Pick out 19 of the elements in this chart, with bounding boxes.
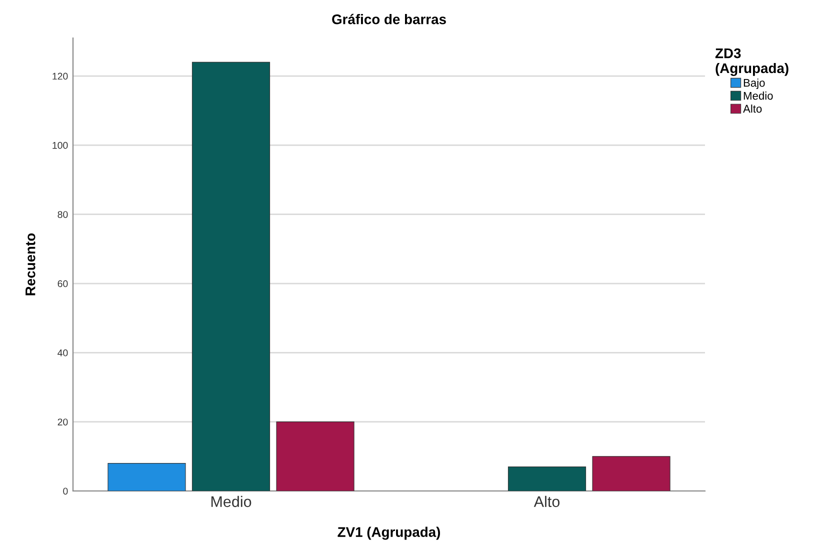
y-axis-title: Recuento [26,233,36,296]
y-tick-label: 40 [58,349,68,356]
legend-label: Alto [743,104,762,113]
bar [592,456,670,491]
bar [108,463,186,491]
y-tick-label: 60 [58,280,68,288]
chart-title: Gráfico de barras [332,14,446,24]
bar [276,422,354,491]
y-tick-label: 0 [63,488,68,495]
y-tick-label: 20 [58,418,68,426]
bar [508,466,586,491]
x-axis-title: ZV1 (Agrupada) [338,526,440,540]
y-tick-label: 80 [58,211,68,218]
y-tick-label: 100 [52,142,68,149]
legend-title: ZD3 (Agrupada) [715,48,788,76]
legend-label: Medio [744,92,773,100]
legend-label: Bajo [744,78,765,89]
bar [192,62,270,491]
y-tick-label: 120 [52,72,68,80]
